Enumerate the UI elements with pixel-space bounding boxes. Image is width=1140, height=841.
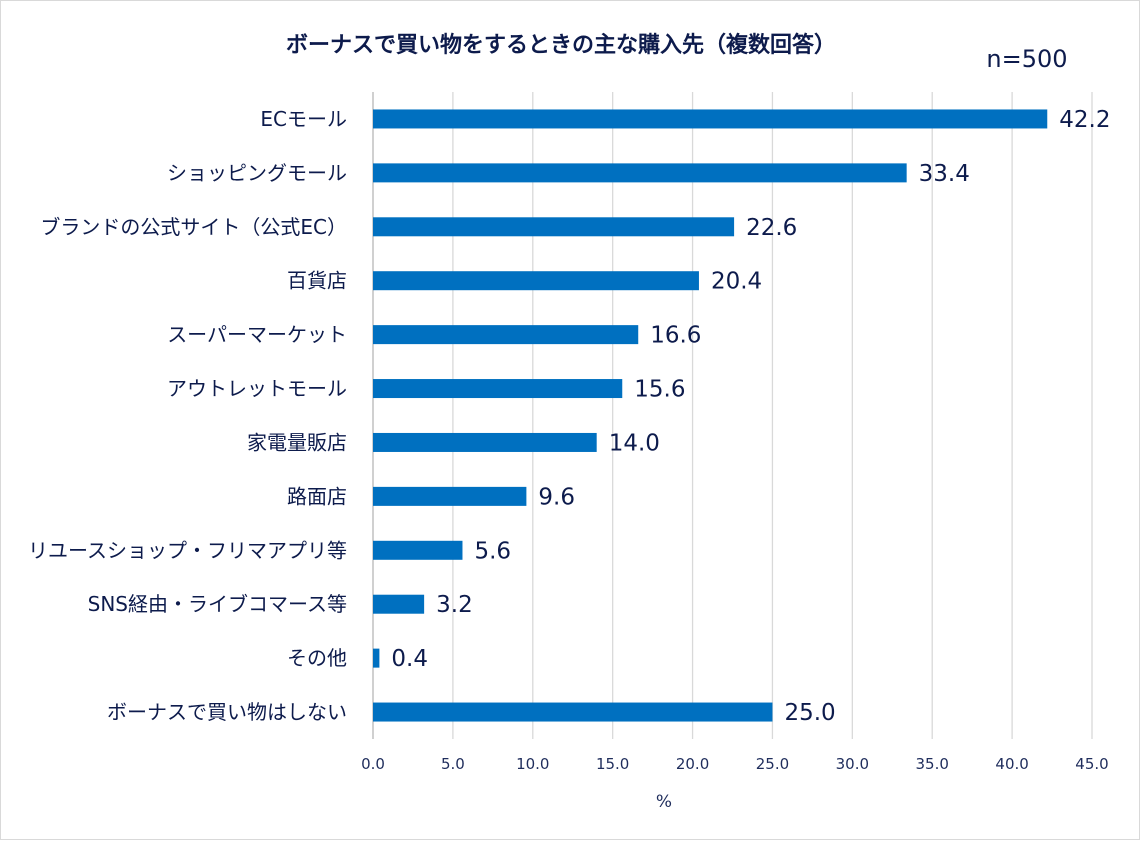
category-label: リユースショップ・フリマアプリ等 — [28, 538, 347, 562]
data-label: 3.2 — [436, 592, 473, 618]
bar — [373, 432, 597, 452]
x-tick-label: 0.0 — [361, 755, 385, 773]
x-tick-label: 5.0 — [441, 755, 465, 773]
category-label: アウトレットモール — [167, 377, 347, 401]
bar — [373, 217, 735, 237]
data-label: 14.0 — [609, 430, 660, 456]
value-labels: 42.2 33.4 22.6 20.4 16.6 15.6 14.0 9.6 5.6 3.2 0.4… — [391, 107, 1110, 726]
gridlines — [372, 92, 1093, 739]
bar — [373, 271, 699, 291]
bar — [373, 486, 527, 506]
data-label: 16.6 — [650, 323, 701, 349]
x-axis-label: % — [656, 792, 672, 812]
category-label: ブランドの公式サイト（公式EC） — [40, 215, 347, 239]
bar — [373, 325, 639, 345]
x-tick-label: 20.0 — [676, 755, 709, 773]
data-label: 42.2 — [1059, 107, 1110, 133]
x-tick-label: 45.0 — [1075, 755, 1108, 773]
data-label: 0.4 — [391, 646, 428, 672]
data-label: 20.4 — [711, 269, 762, 295]
sample-size-note: n=500 — [986, 45, 1067, 73]
x-tick-label: 30.0 — [836, 755, 869, 773]
category-label: その他 — [287, 646, 347, 670]
category-label: 家電量販店 — [247, 430, 347, 454]
category-label: ボーナスで買い物はしない — [107, 700, 347, 724]
data-label: 15.6 — [634, 377, 685, 403]
bar — [373, 379, 623, 399]
x-tick-label: 40.0 — [995, 755, 1028, 773]
x-tick-labels: 0.0 5.0 10.0 15.0 20.0 25.0 30.0 35.0 40.0 45.0 — [361, 755, 1109, 773]
data-label: 22.6 — [746, 215, 797, 241]
bars — [373, 109, 1048, 722]
x-tick-label: 35.0 — [916, 755, 949, 773]
data-label: 5.6 — [474, 538, 511, 564]
chart-title: ボーナスで買い物をするときの主な購入先（複数回答） — [286, 32, 836, 58]
bar — [373, 594, 425, 614]
x-tick-label: 25.0 — [756, 755, 789, 773]
bar — [373, 648, 380, 668]
category-label: ECモール — [260, 107, 347, 131]
data-label: 9.6 — [538, 484, 575, 510]
category-label: 百貨店 — [287, 269, 347, 293]
bar — [373, 109, 1048, 129]
category-label: SNS経由・ライブコマース等 — [88, 592, 347, 616]
category-label: ショッピングモール — [167, 161, 347, 185]
bar — [373, 702, 773, 722]
data-label: 33.4 — [919, 161, 970, 187]
x-tick-label: 15.0 — [596, 755, 629, 773]
bar — [373, 540, 463, 560]
x-tick-label: 10.0 — [516, 755, 549, 773]
data-label: 25.0 — [784, 700, 835, 726]
bar — [373, 163, 907, 183]
category-label: 路面店 — [287, 484, 347, 508]
category-label: スーパーマーケット — [167, 323, 347, 347]
